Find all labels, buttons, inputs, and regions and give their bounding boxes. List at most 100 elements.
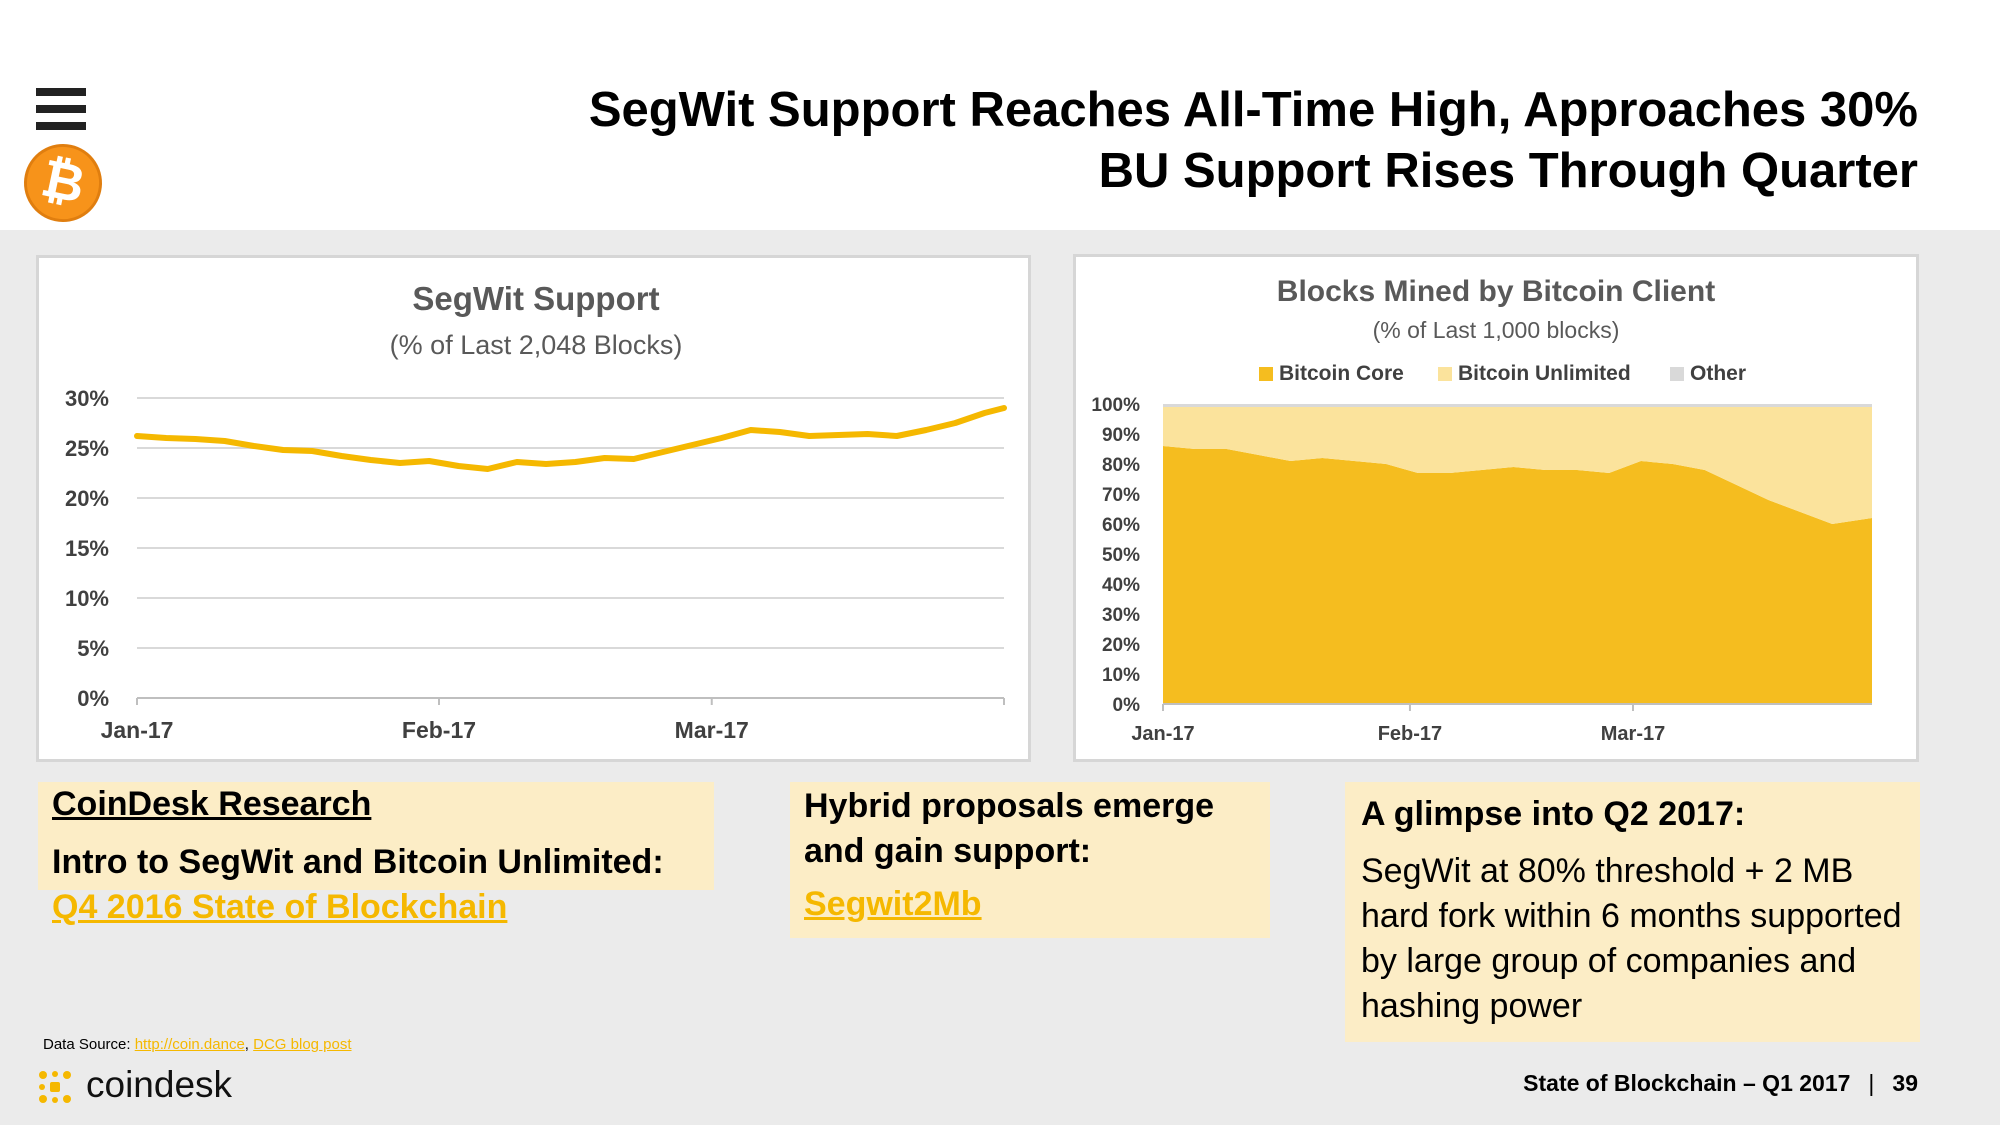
blocks-mined-chart-panel: Blocks Mined by Bitcoin Client (% of Last… xyxy=(1073,254,1919,762)
data-point xyxy=(251,443,257,449)
hamburger-menu-icon[interactable] xyxy=(36,88,86,130)
data-point xyxy=(602,455,608,461)
segwit-support-chart: SegWit Support (% of Last 2,048 Blocks) 30… xyxy=(65,280,1007,743)
y-tick-label: 15% xyxy=(65,536,109,561)
chart-subtitle: (% of Last 1,000 blocks) xyxy=(1373,317,1620,343)
y-tick-label: 30% xyxy=(1102,605,1140,626)
source-label: Data Source: xyxy=(43,1036,135,1053)
y-tick-label: 100% xyxy=(1091,395,1140,416)
data-point xyxy=(339,453,345,459)
data-point xyxy=(806,433,812,439)
area-other xyxy=(1163,404,1872,407)
data-point xyxy=(163,435,169,441)
x-tick-label: Feb-17 xyxy=(402,717,476,743)
y-tick-label: 20% xyxy=(65,486,109,511)
data-point xyxy=(192,436,198,442)
hybrid-proposals-note: Hybrid proposals emerge and gain support… xyxy=(790,782,1270,938)
q2-heading: A glimpse into Q2 2017: xyxy=(1361,795,1746,833)
hybrid-heading: Hybrid proposals emerge and gain support… xyxy=(804,787,1215,870)
x-tick-label: Mar-17 xyxy=(1601,723,1665,745)
area-bitcoin-unlimited xyxy=(1163,407,1872,524)
y-tick-label: 10% xyxy=(1102,665,1140,686)
data-point xyxy=(631,456,637,462)
coindesk-wordmark: coindesk xyxy=(86,1064,233,1105)
data-point xyxy=(309,448,315,454)
y-tick-label: 10% xyxy=(65,586,109,611)
data-point xyxy=(456,463,461,469)
data-point xyxy=(485,466,491,472)
data-point xyxy=(572,459,578,465)
data-point xyxy=(689,442,695,448)
legend-swatch xyxy=(1438,367,1452,381)
y-tick-label: 40% xyxy=(1102,575,1140,596)
segwit-series-line xyxy=(134,405,1007,472)
data-point xyxy=(1001,405,1007,411)
data-point xyxy=(923,427,929,433)
coindesk-research-note: CoinDesk Research Intro to SegWit and Bi… xyxy=(38,782,714,926)
blocks-mined-chart: Blocks Mined by Bitcoin Client (% of Last… xyxy=(1091,275,1872,745)
title-line-1: SegWit Support Reaches All-Time High, Ap… xyxy=(588,83,1918,137)
segwit2mb-link[interactable]: Segwit2Mb xyxy=(804,885,982,923)
footer: State of Blockchain – Q1 2017 | 39 xyxy=(1523,1070,1918,1097)
data-point xyxy=(777,429,783,435)
page-title: SegWit Support Reaches All-Time High, Ap… xyxy=(518,80,1918,202)
data-point xyxy=(748,427,754,433)
source-separator: , xyxy=(244,1036,254,1053)
research-heading: CoinDesk Research xyxy=(52,785,372,823)
data-point xyxy=(835,432,841,438)
data-point xyxy=(397,460,403,466)
data-point xyxy=(543,461,549,467)
research-subheading: Intro to SegWit and Bitcoin Unlimited: xyxy=(52,843,664,881)
x-tick-label: Jan-17 xyxy=(1131,723,1194,745)
data-point xyxy=(368,457,374,463)
data-point xyxy=(865,431,871,437)
header: ₿ SegWit Support Reaches All-Time High, … xyxy=(0,0,2000,230)
data-point xyxy=(280,447,286,453)
data-point xyxy=(222,438,228,444)
page-number: 39 xyxy=(1892,1070,1918,1096)
data-point xyxy=(952,420,958,426)
y-tick-label: 70% xyxy=(1102,485,1140,506)
y-tick-label: 50% xyxy=(1102,545,1140,566)
x-tick-label: Mar-17 xyxy=(675,717,749,743)
legend-swatch xyxy=(1670,367,1684,381)
data-source: Data Source: http://coin.dance, DCG blog… xyxy=(43,1036,352,1053)
legend-label: Other xyxy=(1690,362,1746,385)
y-tick-label: 60% xyxy=(1102,515,1140,536)
data-point xyxy=(134,433,140,439)
chart-title: SegWit Support xyxy=(412,280,659,317)
y-tick-label: 0% xyxy=(77,686,109,711)
area-bitcoin-core xyxy=(1163,446,1872,704)
y-tick-label: 30% xyxy=(65,386,109,411)
title-line-2: BU Support Rises Through Quarter xyxy=(1098,144,1918,198)
legend-label: Bitcoin Unlimited xyxy=(1458,362,1631,385)
data-point xyxy=(719,435,724,441)
y-tick-label: 20% xyxy=(1102,635,1140,656)
legend-label: Bitcoin Core xyxy=(1279,362,1404,385)
content-area: SegWit Support (% of Last 2,048 Blocks) 30… xyxy=(0,230,2000,1125)
x-tick-label: Jan-17 xyxy=(101,717,174,743)
data-point xyxy=(894,433,900,439)
chart-subtitle: (% of Last 2,048 Blocks) xyxy=(390,330,683,360)
data-point xyxy=(982,410,987,416)
data-point xyxy=(660,449,666,455)
y-tick-label: 5% xyxy=(77,636,109,661)
x-tick-label: Feb-17 xyxy=(1378,723,1442,745)
chart-title: Blocks Mined by Bitcoin Client xyxy=(1277,275,1715,308)
data-point xyxy=(514,459,520,465)
q2-body: SegWit at 80% threshold + 2 MB hard fork… xyxy=(1361,852,1902,1025)
bitcoin-logo: ₿ xyxy=(16,136,110,230)
dcg-blog-link[interactable]: DCG blog post xyxy=(253,1036,352,1053)
y-tick-label: 80% xyxy=(1102,455,1140,476)
y-tick-label: 25% xyxy=(65,436,109,461)
segwit-support-chart-panel: SegWit Support (% of Last 2,048 Blocks) 30… xyxy=(36,255,1031,762)
coindesk-logo-icon xyxy=(39,1071,71,1103)
q2-glimpse-note: A glimpse into Q2 2017: SegWit at 80% th… xyxy=(1345,782,1920,1042)
y-tick-label: 90% xyxy=(1102,425,1140,446)
state-of-blockchain-link[interactable]: Q4 2016 State of Blockchain xyxy=(52,888,508,926)
footer-text: State of Blockchain – Q1 2017 xyxy=(1523,1070,1851,1096)
data-point xyxy=(426,458,432,464)
footer-divider: | xyxy=(1868,1070,1875,1096)
legend-swatch xyxy=(1259,367,1273,381)
coin-dance-link[interactable]: http://coin.dance xyxy=(134,1036,245,1053)
